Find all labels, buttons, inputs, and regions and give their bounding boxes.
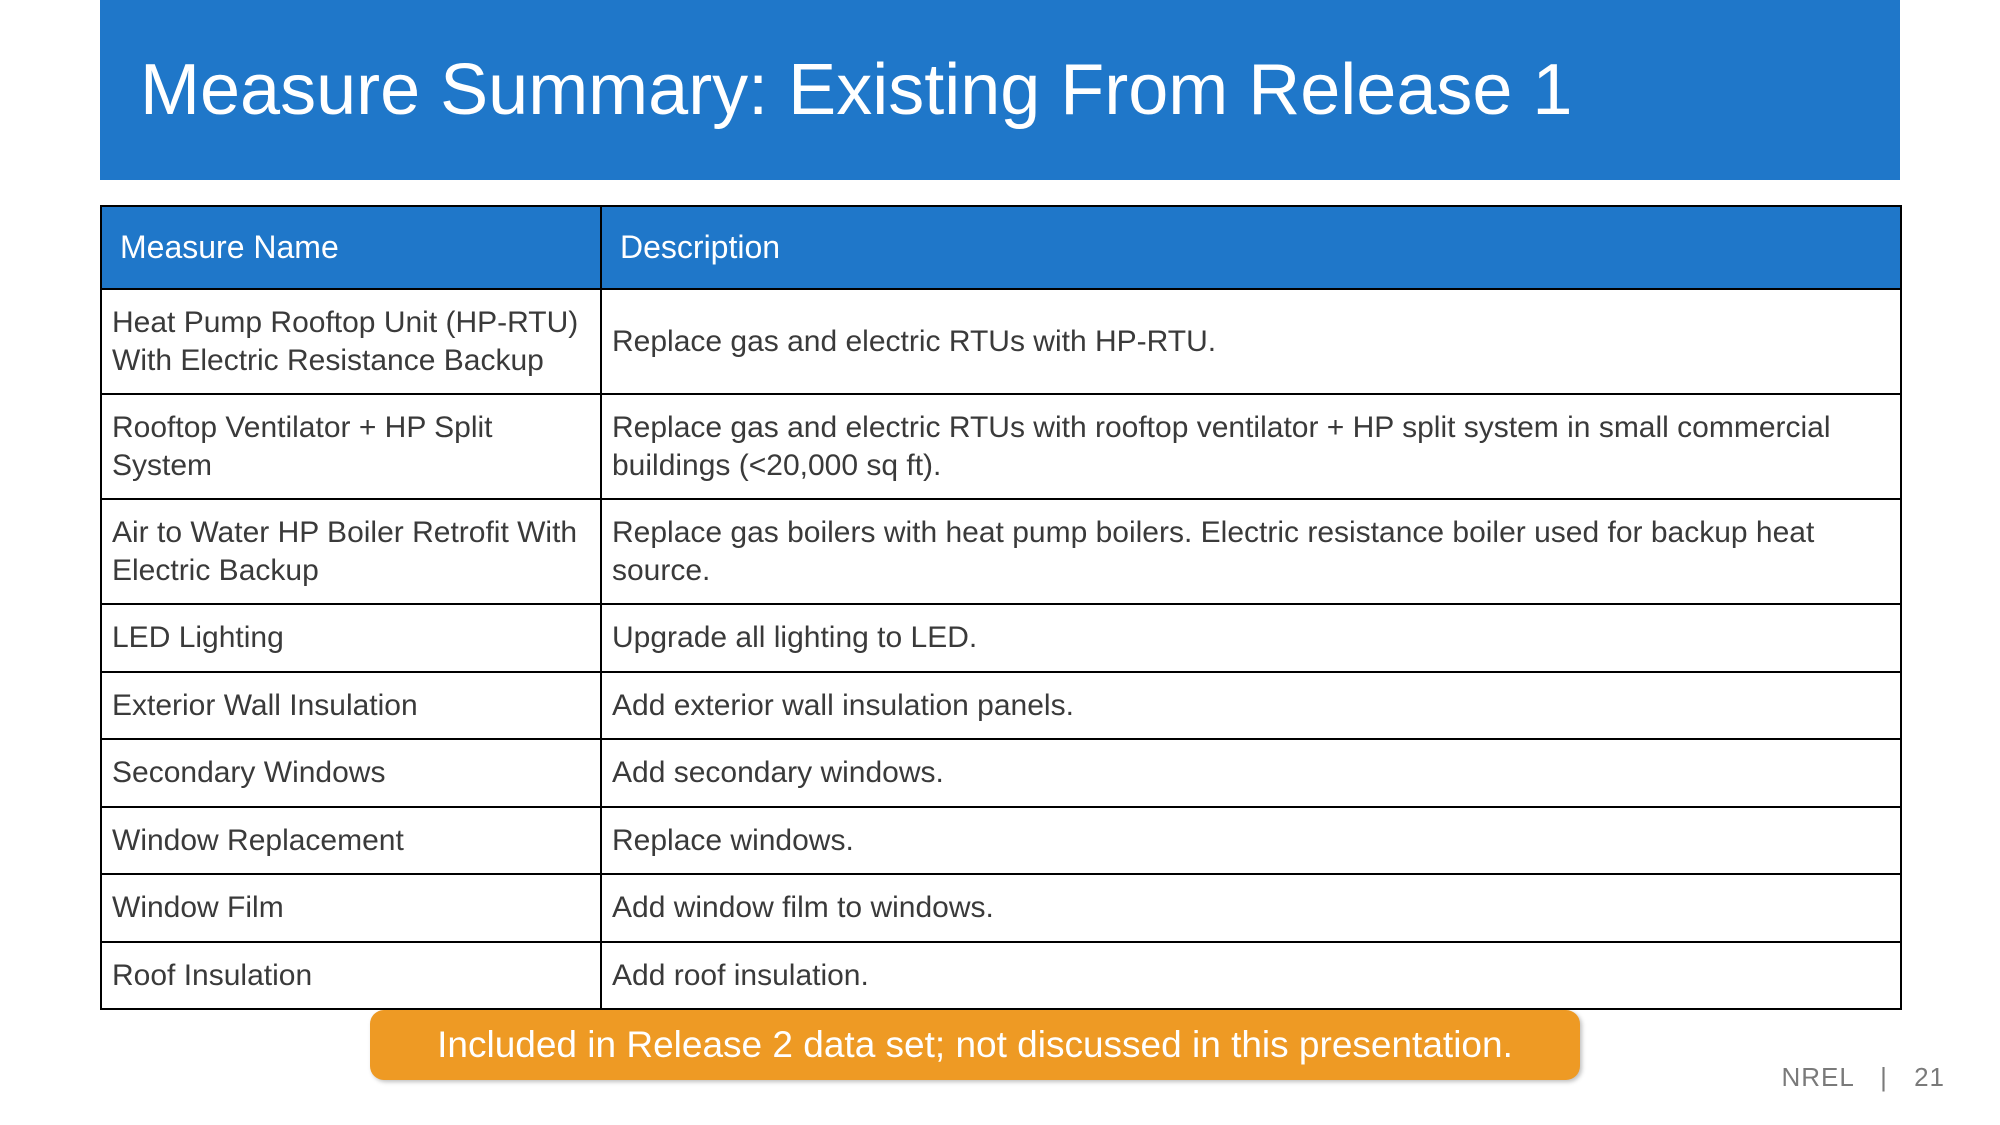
col-header-name: Measure Name <box>101 206 601 289</box>
cell-description: Add window film to windows. <box>601 874 1901 942</box>
table-row: Rooftop Ventilator + HP Split SystemRepl… <box>101 394 1901 499</box>
table-row: Exterior Wall InsulationAdd exterior wal… <box>101 672 1901 740</box>
measures-table: Measure Name Description Heat Pump Rooft… <box>100 205 1902 1010</box>
table-body: Heat Pump Rooftop Unit (HP-RTU) With Ele… <box>101 289 1901 1009</box>
footer-sep: | <box>1880 1062 1888 1092</box>
slide-title: Measure Summary: Existing From Release 1 <box>140 49 1572 131</box>
cell-measure-name: Secondary Windows <box>101 739 601 807</box>
measures-table-wrap: Measure Name Description Heat Pump Rooft… <box>100 205 1900 1010</box>
cell-measure-name: Roof Insulation <box>101 942 601 1010</box>
cell-description: Upgrade all lighting to LED. <box>601 604 1901 672</box>
callout-box: Included in Release 2 data set; not disc… <box>370 1010 1580 1080</box>
callout-text: Included in Release 2 data set; not disc… <box>437 1024 1513 1066</box>
footer: NREL | 21 <box>1781 1062 1945 1093</box>
table-row: Roof InsulationAdd roof insulation. <box>101 942 1901 1010</box>
table-row: Air to Water HP Boiler Retrofit With Ele… <box>101 499 1901 604</box>
cell-measure-name: Rooftop Ventilator + HP Split System <box>101 394 601 499</box>
cell-description: Replace gas and electric RTUs with rooft… <box>601 394 1901 499</box>
footer-org: NREL <box>1781 1062 1853 1092</box>
cell-description: Add roof insulation. <box>601 942 1901 1010</box>
cell-description: Add exterior wall insulation panels. <box>601 672 1901 740</box>
col-header-desc: Description <box>601 206 1901 289</box>
cell-measure-name: LED Lighting <box>101 604 601 672</box>
cell-description: Replace gas boilers with heat pump boile… <box>601 499 1901 604</box>
cell-measure-name: Window Film <box>101 874 601 942</box>
table-row: Secondary WindowsAdd secondary windows. <box>101 739 1901 807</box>
table-row: LED LightingUpgrade all lighting to LED. <box>101 604 1901 672</box>
cell-description: Add secondary windows. <box>601 739 1901 807</box>
table-row: Window ReplacementReplace windows. <box>101 807 1901 875</box>
title-bar: Measure Summary: Existing From Release 1 <box>100 0 1900 180</box>
cell-measure-name: Heat Pump Rooftop Unit (HP-RTU) With Ele… <box>101 289 601 394</box>
footer-page: 21 <box>1914 1062 1945 1092</box>
cell-description: Replace gas and electric RTUs with HP-RT… <box>601 289 1901 394</box>
table-row: Window FilmAdd window film to windows. <box>101 874 1901 942</box>
cell-measure-name: Air to Water HP Boiler Retrofit With Ele… <box>101 499 601 604</box>
cell-measure-name: Exterior Wall Insulation <box>101 672 601 740</box>
table-row: Heat Pump Rooftop Unit (HP-RTU) With Ele… <box>101 289 1901 394</box>
cell-measure-name: Window Replacement <box>101 807 601 875</box>
cell-description: Replace windows. <box>601 807 1901 875</box>
table-header-row: Measure Name Description <box>101 206 1901 289</box>
